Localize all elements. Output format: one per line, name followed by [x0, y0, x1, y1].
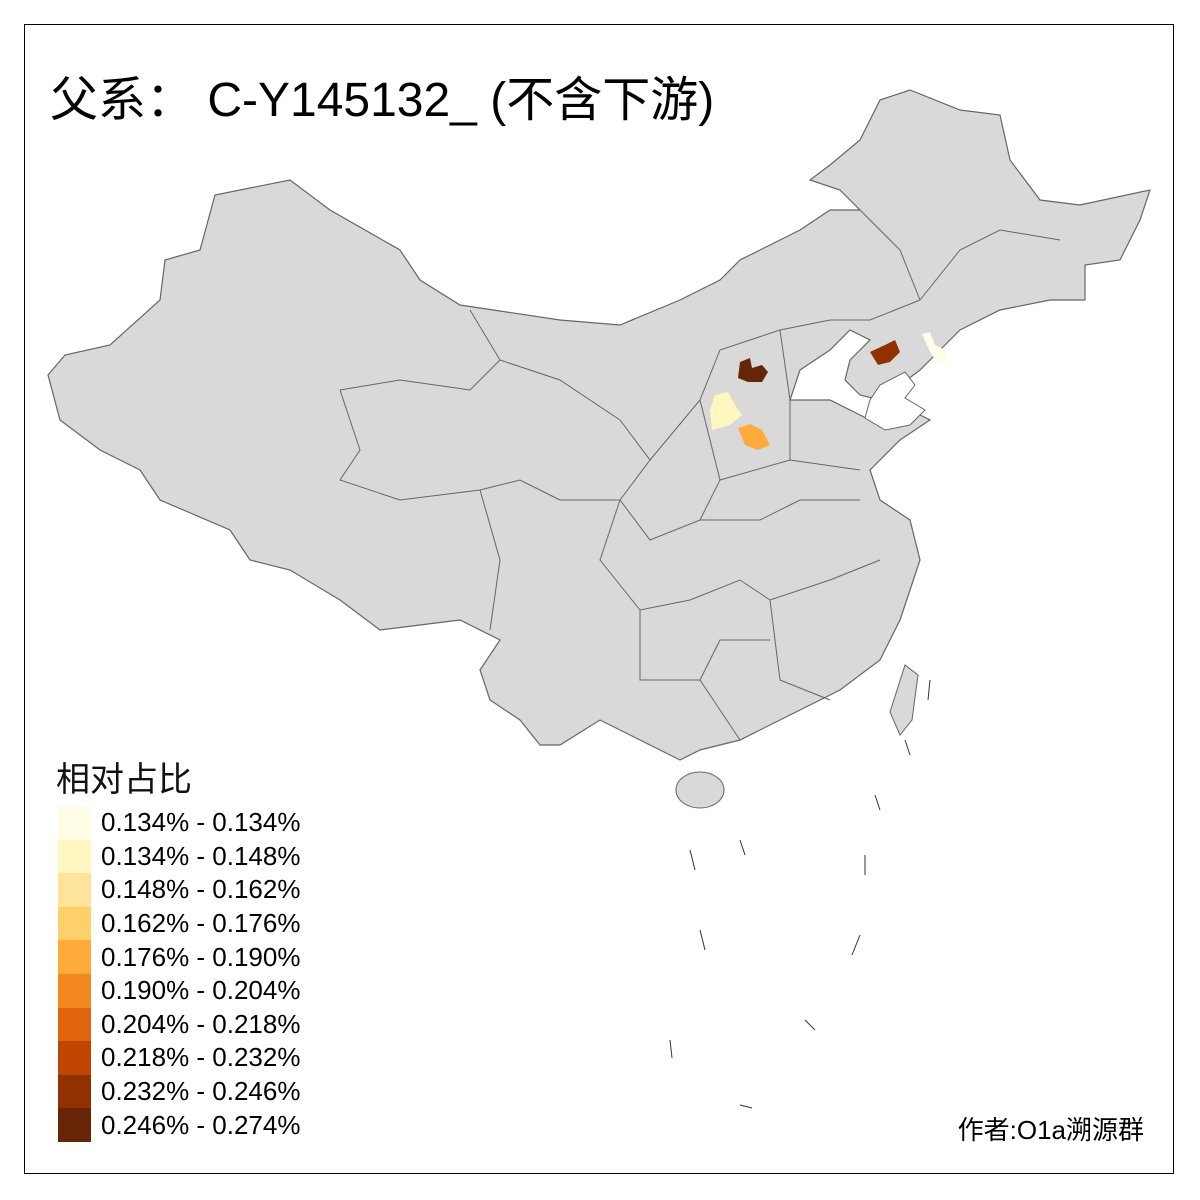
region-highlight-5 [922, 332, 948, 364]
taiwan-island [889, 664, 919, 736]
region-highlight-3 [710, 392, 742, 430]
province-borders [339, 209, 1061, 741]
hainan-island [675, 771, 725, 809]
legend-label: 0.232% - 0.246% [101, 1076, 301, 1107]
legend-item: 0.134% - 0.148% [58, 839, 301, 874]
legend-item: 0.246% - 0.274% [58, 1108, 300, 1142]
china-mainland [47, 89, 1151, 761]
region-highlight-1 [738, 358, 768, 382]
legend-item: 0.148% - 0.162% [58, 873, 300, 907]
legend-swatch [58, 1108, 91, 1142]
legend-label: 0.218% - 0.232% [101, 1042, 301, 1073]
legend-item: 0.176% - 0.190% [58, 940, 300, 974]
bohai-sea [864, 371, 926, 431]
legend-label: 0.148% - 0.162% [101, 874, 301, 905]
legend-title: 相对占比 [56, 761, 192, 799]
map-title: 父系： C-Y145132_ (不含下游) [50, 74, 715, 127]
map-frame [24, 24, 1174, 1174]
legend-label: 0.134% - 0.134% [101, 807, 301, 838]
author-credit: 作者:O1a溯源群 [957, 1115, 1144, 1145]
region-highlight-4 [738, 424, 770, 450]
legend-label: 0.134% - 0.148% [101, 840, 301, 871]
legend-label: 0.246% - 0.274% [101, 1109, 301, 1140]
legend-label: 0.190% - 0.204% [101, 975, 301, 1006]
legend: 0.134% - 0.134% 0.134% - 0.148% 0.148% - 0… [58, 806, 300, 1142]
legend-item: 0.232% - 0.246% [58, 1074, 301, 1109]
legend-swatch [58, 1041, 91, 1075]
legend-swatch [58, 873, 91, 907]
legend-swatch [58, 839, 91, 874]
legend-item: 0.190% - 0.204% [58, 973, 301, 1008]
legend-label: 0.162% - 0.176% [101, 908, 301, 939]
region-highlight-2 [870, 340, 900, 365]
legend-item: 0.162% - 0.176% [58, 906, 301, 941]
legend-swatch [58, 906, 91, 941]
legend-swatch [58, 973, 91, 1008]
legend-swatch [58, 1074, 91, 1109]
legend-label: 0.204% - 0.218% [101, 1008, 301, 1039]
legend-item: 0.134% - 0.134% [58, 806, 300, 840]
legend-label: 0.176% - 0.190% [101, 941, 301, 972]
legend-item: 0.204% - 0.218% [58, 1007, 301, 1042]
legend-swatch [58, 806, 91, 840]
legend-swatch [58, 940, 91, 974]
legend-item: 0.218% - 0.232% [58, 1041, 300, 1075]
legend-swatch [58, 1007, 91, 1042]
south-china-sea-islands [669, 679, 931, 1109]
